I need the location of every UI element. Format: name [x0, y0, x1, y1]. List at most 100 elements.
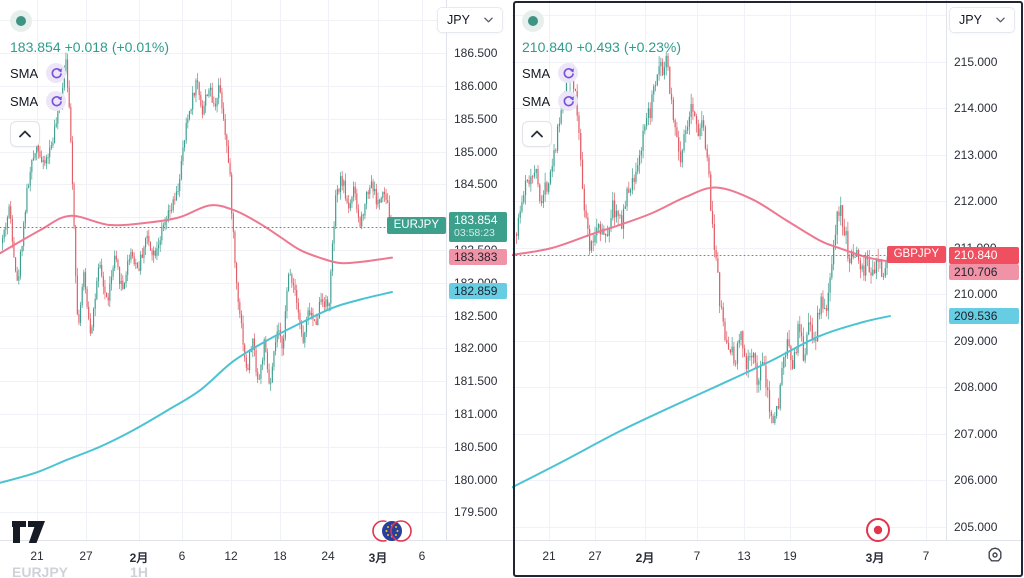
price-axis[interactable]: 210.840 210.706 209.536 215.000 214.000 21…	[946, 0, 1024, 540]
time-tick-label: 27	[588, 549, 602, 563]
price-tick-label: 180.500	[454, 439, 498, 454]
price-tick-label: 185.500	[454, 111, 498, 126]
sma-reload-button[interactable]	[558, 91, 579, 111]
price-tick-label: 179.500	[454, 505, 498, 520]
time-tick-label: 21	[542, 549, 556, 563]
time-tick-label: 6	[178, 549, 186, 563]
sma-label: SMA	[10, 93, 39, 109]
time-tick-label: 21	[30, 549, 44, 563]
price-tick-label: 213.000	[954, 147, 998, 162]
price-tick-label: 182.000	[454, 341, 498, 356]
time-axis[interactable]: 21 27 2月 6 12 18 24 3月 6	[0, 540, 512, 578]
price-tick-label: 184.500	[454, 177, 498, 192]
sma-label: SMA	[10, 65, 39, 81]
sma-label: SMA	[522, 65, 551, 81]
symbol-status-button[interactable]	[522, 10, 544, 32]
sma-blue-value-badge: 209.536	[949, 307, 1019, 324]
status-dot-icon	[16, 16, 26, 26]
currency-label: JPY	[959, 13, 982, 27]
time-tick-label: 12	[224, 549, 238, 563]
chevron-down-icon	[484, 17, 493, 23]
collapse-header-button[interactable]	[522, 121, 552, 147]
sma-blue-value-badge: 182.859	[449, 283, 507, 300]
sma-reload-button[interactable]	[46, 91, 67, 111]
candlestick-canvas[interactable]	[0, 0, 446, 540]
last-price-value: 210.840	[954, 247, 998, 262]
price-tick-label: 206.000	[954, 473, 998, 488]
price-tick-label: 215.000	[954, 54, 998, 69]
gear-icon	[988, 547, 1002, 562]
time-tick-label: 19	[783, 549, 797, 563]
price-tick-label: 186.500	[454, 46, 498, 61]
time-tick-label: 24	[321, 549, 335, 563]
sma-red-value-badge: 183.383	[449, 249, 507, 266]
time-tick-label: 2月	[129, 551, 149, 565]
time-axis[interactable]: 21 27 2月 7 13 19 3月 7	[512, 540, 1024, 578]
symbol-status-button[interactable]	[10, 10, 32, 32]
indicator-row-sma1[interactable]: SMA	[10, 63, 173, 83]
watermark-symbol: EURJPY	[12, 564, 69, 578]
last-price-value: 183.854	[454, 212, 498, 227]
price-tick-label: 209.000	[954, 333, 998, 348]
price-tick-label: 207.000	[954, 426, 998, 441]
currency-label: JPY	[447, 13, 470, 27]
refresh-icon	[563, 95, 574, 106]
header-change: +0.018	[64, 39, 108, 55]
sma-label: SMA	[522, 93, 551, 109]
currency-dropdown[interactable]: JPY	[437, 7, 503, 33]
collapse-header-button[interactable]	[10, 121, 40, 147]
gbpjpy-plot-area[interactable]: GBPJPY	[512, 0, 946, 542]
last-price-badge: 183.854 03:58:23	[449, 211, 507, 242]
price-axis[interactable]: 183.854 03:58:23 183.383 182.859 186.500…	[446, 0, 512, 540]
time-tick-label: 13	[737, 549, 751, 563]
refresh-icon	[563, 67, 574, 78]
price-tick-label: 210.000	[954, 287, 998, 302]
price-tick-label: 212.000	[954, 194, 998, 209]
chevron-up-icon	[531, 130, 543, 138]
indicator-row-sma2[interactable]: SMA	[10, 91, 173, 111]
eurjpy-plot-area[interactable]: EURJPY	[0, 0, 446, 542]
chevron-down-icon	[996, 17, 1005, 23]
price-tick-label: 208.000	[954, 380, 998, 395]
last-price-symbol-badge: GBPJPY	[886, 245, 946, 263]
header-change-pct: (+0.01%)	[111, 39, 170, 55]
watermark-interval: 1H	[130, 564, 148, 578]
candlestick-canvas[interactable]	[512, 0, 946, 540]
chart-header: 210.840 +0.493 (+0.23%) SMA SMA	[522, 10, 685, 147]
time-tick-label: 2月	[635, 551, 655, 565]
bar-countdown: 03:58:23	[454, 226, 495, 239]
header-last-price: 183.854	[10, 39, 61, 55]
chevron-up-icon	[19, 130, 31, 138]
header-change-pct: (+0.23%)	[623, 39, 682, 55]
indicator-row-sma2[interactable]: SMA	[522, 91, 685, 111]
time-tick-label: 7	[922, 549, 930, 563]
time-tick-label: 27	[79, 549, 93, 563]
currency-dropdown[interactable]: JPY	[949, 7, 1015, 33]
sma-reload-button[interactable]	[558, 63, 579, 83]
time-axis-settings-button[interactable]	[985, 545, 1005, 568]
last-price-badge: 210.840	[949, 246, 1019, 264]
time-tick-label: 7	[693, 549, 701, 563]
chart-header: 183.854 +0.018 (+0.01%) SMA SMA	[10, 10, 173, 147]
price-change-line: 210.840 +0.493 (+0.23%)	[522, 39, 685, 55]
symbol-watermark: EURJPY 1H	[12, 564, 148, 578]
indicator-row-sma1[interactable]: SMA	[522, 63, 685, 83]
sma-reload-button[interactable]	[46, 63, 67, 83]
last-price-symbol-badge: EURJPY	[386, 217, 446, 235]
tradingview-logo[interactable]	[12, 521, 46, 544]
price-tick-label: 205.000	[954, 519, 998, 534]
price-tick-label: 182.500	[454, 308, 498, 323]
jpy-flag-icon	[864, 516, 892, 549]
chart-panel-eurjpy: EURJPY 183.854 03:58:23 183.	[0, 0, 512, 578]
header-last-price: 210.840	[522, 39, 573, 55]
price-tick-label: 181.000	[454, 406, 498, 421]
status-dot-icon	[528, 16, 538, 26]
price-tick-label: 180.000	[454, 472, 498, 487]
time-tick-label: 3月	[368, 551, 388, 565]
price-tick-label: 214.000	[954, 101, 998, 116]
price-tick-label: 185.000	[454, 144, 498, 159]
time-tick-label: 6	[418, 549, 426, 563]
eurjpy-pair-logo-icon	[372, 517, 414, 550]
price-change-line: 183.854 +0.018 (+0.01%)	[10, 39, 173, 55]
